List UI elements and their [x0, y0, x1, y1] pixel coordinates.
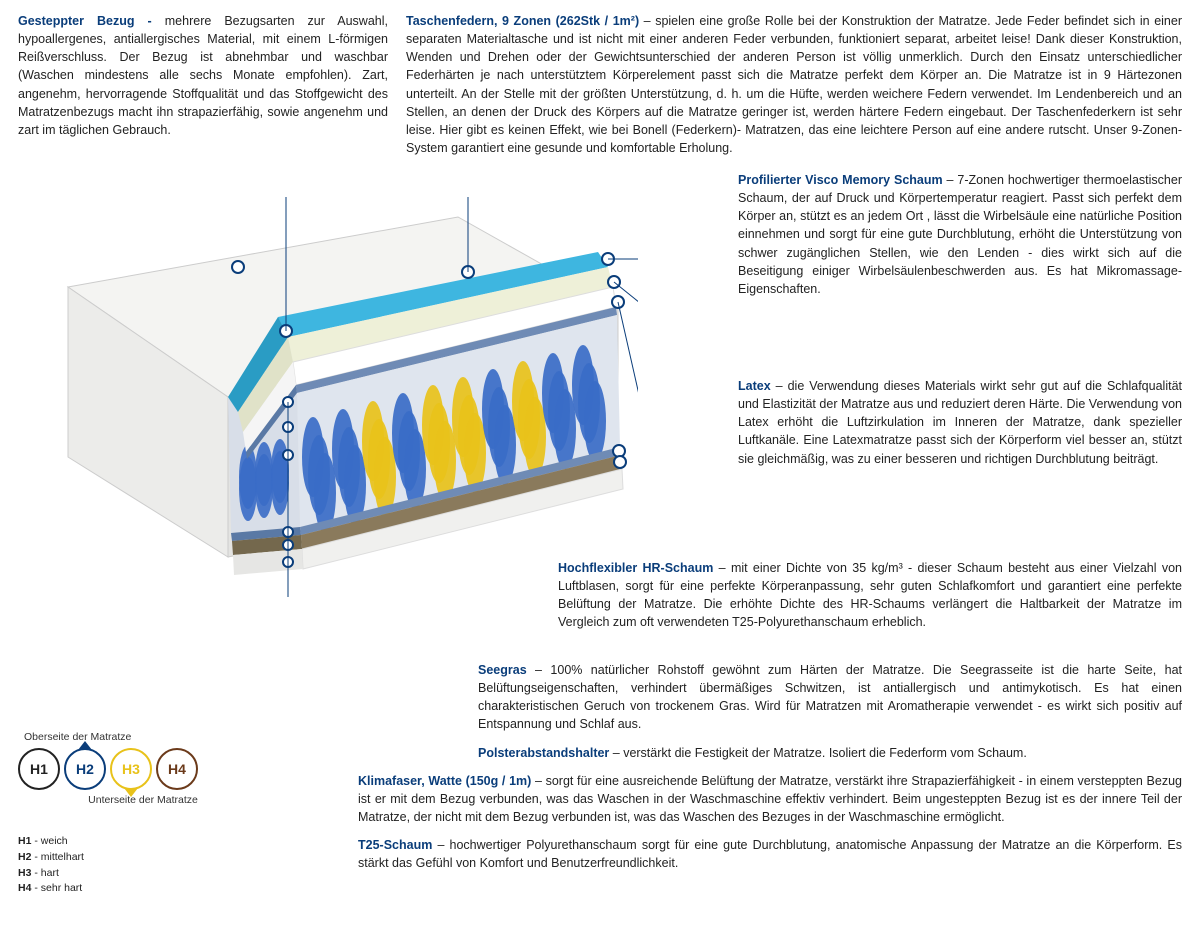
- t25-heading: T25-Schaum: [358, 838, 432, 852]
- section-polster: Polsterabstandshalter – verstärkt die Fe…: [478, 744, 1182, 762]
- latex-heading: Latex: [738, 379, 771, 393]
- mattress-diagram: [38, 197, 638, 597]
- section-springs: Taschenfedern, 9 Zonen (262Stk / 1m²) – …: [406, 12, 1182, 157]
- hardness-circles: H1H2H3H4: [18, 748, 238, 790]
- hardness-circle-h2: H2: [64, 748, 106, 790]
- hardness-top-label: Oberseite der Matratze: [24, 730, 238, 745]
- hardness-circle-h3: H3: [110, 748, 152, 790]
- klima-heading: Klimafaser, Watte (150g / 1m): [358, 774, 531, 788]
- hardness-legend-row: H4 - sehr hart: [18, 881, 238, 897]
- section-seegras: Seegras – 100% natürlicher Rohstoff gewö…: [478, 661, 1182, 734]
- section-hr: Hochflexibler HR-Schaum – mit einer Dich…: [558, 559, 1182, 632]
- hardness-diagram: Oberseite der Matratze H1H2H3H4 Untersei…: [18, 730, 238, 897]
- section-cover: Gesteppter Bezug - mehrere Bezugsarten z…: [18, 12, 388, 157]
- polster-heading: Polsterabstandshalter: [478, 746, 609, 760]
- cover-heading: Gesteppter Bezug -: [18, 14, 152, 28]
- hardness-legend-row: H2 - mittelhart: [18, 850, 238, 866]
- section-t25: T25-Schaum – hochwertiger Polyurethansch…: [358, 836, 1182, 872]
- hardness-circle-h4: H4: [156, 748, 198, 790]
- polster-body: – verstärkt die Festigkeit der Matratze.…: [609, 746, 1027, 760]
- springs-body: – spielen eine große Rolle bei der Konst…: [406, 14, 1182, 155]
- section-klima: Klimafaser, Watte (150g / 1m) – sorgt fü…: [358, 772, 1182, 826]
- visco-heading: Profilierter Visco Memory Schaum: [738, 173, 943, 187]
- hardness-legend-row: H3 - hart: [18, 866, 238, 882]
- seegras-heading: Seegras: [478, 663, 527, 677]
- hardness-circle-h1: H1: [18, 748, 60, 790]
- t25-body: – hochwertiger Polyurethanschaum sorgt f…: [358, 838, 1182, 870]
- visco-body: – 7-Zonen hochwertiger thermoelastischer…: [738, 173, 1182, 296]
- seegras-body: – 100% natürlicher Rohstoff gewöhnt zum …: [478, 663, 1182, 731]
- cover-body: mehrere Bezugsarten zur Auswahl, hypoall…: [18, 14, 388, 137]
- hr-heading: Hochflexibler HR-Schaum: [558, 561, 713, 575]
- latex-body: – die Verwendung dieses Materials wirkt …: [738, 379, 1182, 466]
- section-visco: Profilierter Visco Memory Schaum – 7-Zon…: [738, 171, 1182, 298]
- springs-heading: Taschenfedern, 9 Zonen (262Stk / 1m²): [406, 14, 639, 28]
- hardness-legend: H1 - weichH2 - mittelhartH3 - hartH4 - s…: [18, 834, 238, 897]
- hardness-legend-row: H1 - weich: [18, 834, 238, 850]
- section-latex: Latex – die Verwendung dieses Materials …: [738, 377, 1182, 468]
- hardness-bottom-label: Unterseite der Matratze: [48, 793, 238, 808]
